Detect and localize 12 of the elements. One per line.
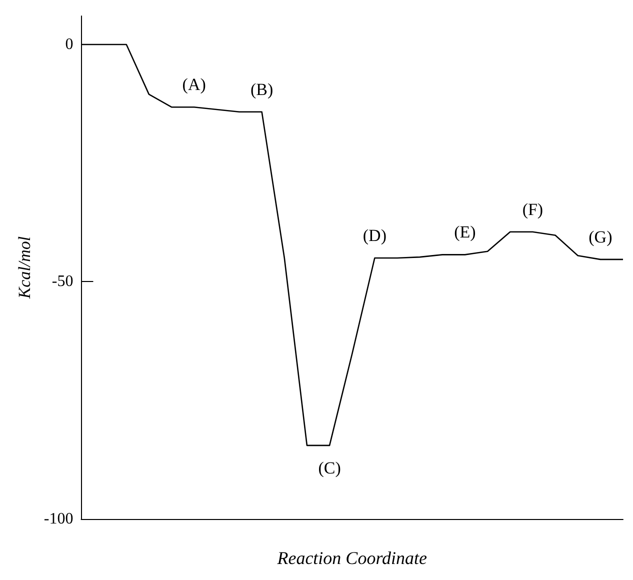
data-label: (B)	[250, 80, 274, 99]
data-label: (C)	[318, 458, 341, 478]
data-label: (E)	[454, 222, 476, 242]
data-label: (F)	[522, 200, 544, 219]
data-label: (A)	[182, 75, 206, 94]
y-tick-label: -50	[52, 273, 74, 290]
data-label: (D)	[362, 226, 386, 246]
x-axis-title: Reaction Coordinate	[276, 548, 428, 568]
data-label: (G)	[588, 227, 612, 246]
y-tick-label: 0	[65, 36, 74, 53]
y-axis-title: Kcal/mol	[15, 236, 34, 300]
y-tick-label: -100	[44, 510, 74, 528]
